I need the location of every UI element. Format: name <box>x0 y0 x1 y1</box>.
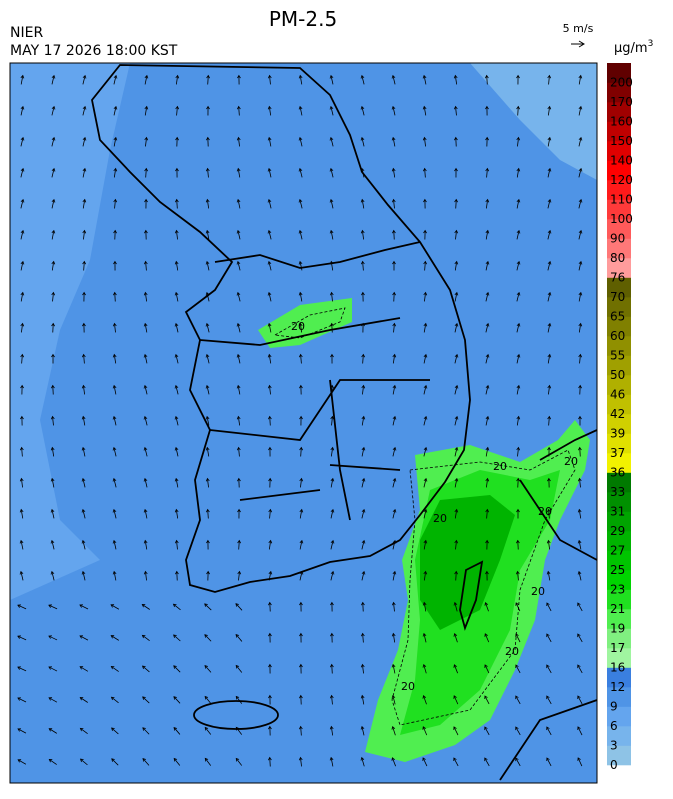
contour-label: 20 <box>564 455 578 468</box>
colorbar-label: 80 <box>610 251 625 265</box>
colorbar-label: 3 <box>610 739 618 753</box>
contour-label: 20 <box>538 505 552 518</box>
wind-reference: 5 m/s <box>563 22 594 35</box>
colorbar-label: 12 <box>610 680 625 694</box>
colorbar-label: 50 <box>610 368 625 382</box>
contour-label: 20 <box>493 460 507 473</box>
colorbar-label: 70 <box>610 290 625 304</box>
unit-main: μg/m <box>614 41 648 56</box>
contour-label: 20 <box>531 585 545 598</box>
colorbar-label: 21 <box>610 602 625 616</box>
colorbar-label: 25 <box>610 563 625 577</box>
colorbar-label: 16 <box>610 661 625 675</box>
wind-arrow <box>394 231 395 240</box>
colorbar-label: 29 <box>610 524 625 538</box>
colorbar-label: 42 <box>610 407 625 421</box>
title: PM-2.5 <box>269 7 337 31</box>
colorbar-label: 160 <box>610 115 633 129</box>
colorbar-label: 23 <box>610 583 625 597</box>
colorbar-label: 27 <box>610 544 625 558</box>
colorbar-label: 9 <box>610 700 618 714</box>
contour-label: 20 <box>291 320 305 333</box>
colorbar-label: 90 <box>610 232 625 246</box>
unit: μg/m3 <box>614 39 653 56</box>
colorbar-label: 55 <box>610 349 625 363</box>
colorbar-label: 200 <box>610 76 633 90</box>
colorbar-label: 39 <box>610 427 625 441</box>
colorbar-label: 31 <box>610 505 625 519</box>
colorbar-label: 110 <box>610 193 633 207</box>
colorbar-label: 17 <box>610 641 625 655</box>
contour-label: 20 <box>433 512 447 525</box>
source: NIER <box>10 25 43 41</box>
colorbar-label: 0 <box>610 758 618 772</box>
colorbar-label: 76 <box>610 271 625 285</box>
colorbar-label: 19 <box>610 622 625 636</box>
colorbar-label: 150 <box>610 134 633 148</box>
map-area: 20 20 20 20 20 20 20 20 <box>10 63 597 783</box>
colorbar-label: 120 <box>610 173 633 187</box>
unit-sup: 3 <box>648 39 654 49</box>
wind-reference-arrow <box>571 41 584 47</box>
colorbar-label: 37 <box>610 446 625 460</box>
contour-label: 20 <box>505 645 519 658</box>
colorbar-label: 6 <box>610 719 618 733</box>
colorbar-label: 60 <box>610 329 625 343</box>
colorbar-label: 65 <box>610 310 625 324</box>
colorbar-label: 33 <box>610 485 625 499</box>
colorbar-label: 36 <box>610 466 625 480</box>
colorbar-label: 140 <box>610 154 633 168</box>
colorbar-label: 170 <box>610 95 633 109</box>
colorbar-label: 46 <box>610 388 625 402</box>
contour-label: 20 <box>401 680 415 693</box>
datetime: MAY 17 2026 18:00 KST <box>10 43 178 59</box>
colorbar-label: 100 <box>610 212 633 226</box>
colorbar: 0369121617192123252729313336373942465055… <box>607 63 633 772</box>
